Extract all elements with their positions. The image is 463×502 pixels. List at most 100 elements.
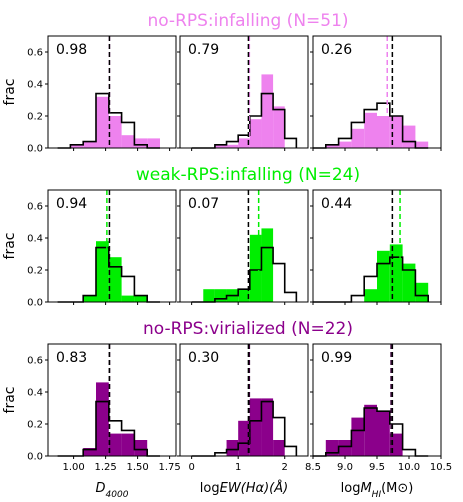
- x-axis-label-part: D: [96, 481, 106, 496]
- x-tick-label: 9.5: [369, 462, 385, 473]
- x-axis-label-1: logEW(Hα)(Å): [200, 480, 288, 496]
- hist-bar-filled: [121, 135, 135, 148]
- y-tick-label: 0.2: [27, 420, 43, 431]
- panel-frame: [47, 189, 177, 303]
- p-value-label: 0.26: [321, 42, 352, 58]
- x-tick-label: 2: [282, 462, 288, 473]
- x-tick-label: 9.0: [337, 462, 353, 473]
- y-tick-label: 0.2: [27, 266, 43, 277]
- panel-r1-c1: 0.07: [177, 189, 309, 305]
- panel-r1-c2: 0.44: [310, 189, 442, 305]
- panel-frame: [179, 35, 309, 149]
- x-tick-label: 10.0: [398, 462, 420, 473]
- p-value-label: 0.98: [56, 42, 87, 58]
- hist-bar-filled: [108, 116, 122, 148]
- hist-bar-filled: [70, 144, 84, 148]
- row-title-2: no-RPS:virialized (N=22): [143, 319, 353, 339]
- x-axis-label-part: EW(Hα)(Å): [220, 480, 289, 496]
- y-tick-label: 0.4: [27, 388, 43, 399]
- y-tick-label: 0.6: [27, 356, 43, 367]
- hist-bar-filled: [377, 411, 390, 456]
- hist-bar-filled: [249, 234, 262, 302]
- hist-bar-filled: [338, 141, 352, 148]
- hist-bar-filled: [364, 404, 377, 456]
- hist-bar-filled: [134, 138, 148, 148]
- hist-bar-filled: [402, 263, 416, 302]
- hist-bar-filled: [351, 417, 365, 456]
- hist-bar-filled: [214, 144, 227, 148]
- hist-bar-filled: [364, 112, 377, 148]
- hist-bar-filled: [249, 398, 262, 456]
- x-tick-label: 10.5: [430, 462, 452, 473]
- hist-bar-filled: [121, 433, 135, 456]
- hist-bar-filled: [96, 382, 109, 456]
- x-axis-label-part: M: [360, 481, 371, 496]
- panel-frame: [47, 35, 177, 149]
- y-axis-label-1: frac: [2, 233, 18, 260]
- hist-bar-filled: [108, 257, 122, 302]
- hist-bar-filled: [261, 228, 274, 302]
- hist-bar-filled: [325, 144, 339, 148]
- hist-outline: [313, 407, 429, 457]
- x-axis-label-part: HI: [372, 490, 382, 500]
- hist-bar-filled: [273, 440, 285, 456]
- row-title-0: no-RPS:infalling (N=51): [147, 11, 348, 31]
- hist-bar-filled: [203, 289, 215, 302]
- hist-bar-filled: [238, 289, 250, 302]
- panel-r0-c1: 0.79: [177, 35, 309, 151]
- hist-bar-filled: [238, 420, 250, 456]
- panel-r2-c2: 0.99 8.5 9.0 9.5 10.0 10.5: [305, 343, 452, 473]
- hist-bar-filled: [226, 144, 239, 148]
- x-tick-label: 1: [235, 462, 241, 473]
- y-tick-label: 0.0: [27, 298, 43, 309]
- panel-frame: [47, 343, 177, 457]
- hist-bar-filled: [83, 448, 96, 456]
- hist-bar-filled: [261, 398, 274, 456]
- x-tick-label: 1.50: [126, 462, 148, 473]
- p-value-label: 0.99: [321, 350, 352, 366]
- x-axis-label-0: D4000: [96, 481, 129, 500]
- panel-r0-c2: 0.26: [310, 35, 442, 151]
- panel-r2-c0: 0.83 0.0 0.2 0.4 0.6 1.00 1.25 1.50 1.75: [27, 343, 181, 473]
- hist-bar-filled: [83, 141, 96, 148]
- y-axis-label-0: frac: [2, 79, 18, 106]
- y-tick-label: 0.4: [27, 234, 43, 245]
- p-value-label: 0.79: [188, 42, 219, 58]
- hist-bar-filled: [402, 125, 416, 148]
- x-tick-label: 0: [188, 462, 194, 473]
- hist-outline: [191, 246, 298, 303]
- p-value-label: 0.44: [321, 196, 352, 212]
- hist-bar-filled: [377, 250, 390, 302]
- hist-bar-filled: [364, 289, 377, 302]
- x-tick-label: 8.5: [305, 462, 321, 473]
- hist-bar-filled: [351, 128, 365, 148]
- hist-bar-filled: [238, 138, 250, 148]
- panel-frame: [179, 189, 309, 303]
- x-axis-label-part: log: [200, 481, 220, 496]
- y-tick-label: 0.6: [27, 48, 43, 59]
- y-tick-label: 0.0: [27, 144, 43, 155]
- hist-bar-filled: [415, 141, 429, 148]
- hist-bar-filled: [134, 440, 148, 456]
- hist-bar-filled: [96, 241, 109, 302]
- y-tick-label: 0.4: [27, 80, 43, 91]
- hist-bar-filled: [261, 74, 274, 148]
- p-value-label: 0.07: [188, 196, 219, 212]
- p-value-label: 0.30: [188, 350, 219, 366]
- hist-bar-filled: [338, 440, 352, 456]
- hist-bar-filled: [83, 295, 96, 302]
- hist-bar-filled: [273, 106, 285, 148]
- hist-bar-filled: [121, 295, 135, 302]
- x-axis-label-part: log: [341, 481, 361, 496]
- x-axis-label-part: (M⊙): [381, 481, 413, 496]
- p-value-label: 0.94: [56, 196, 87, 212]
- hist-bar-filled: [108, 433, 122, 456]
- hist-bar-filled: [214, 289, 227, 302]
- hist-outline: [313, 102, 429, 149]
- x-tick-label: 1.25: [94, 462, 116, 473]
- panel-r0-c0: 0.98 0.0 0.2 0.4 0.6: [27, 35, 177, 155]
- p-value-label: 0.83: [56, 350, 87, 366]
- x-axis-label-part: 4000: [106, 490, 129, 500]
- hist-bar-filled: [96, 96, 109, 148]
